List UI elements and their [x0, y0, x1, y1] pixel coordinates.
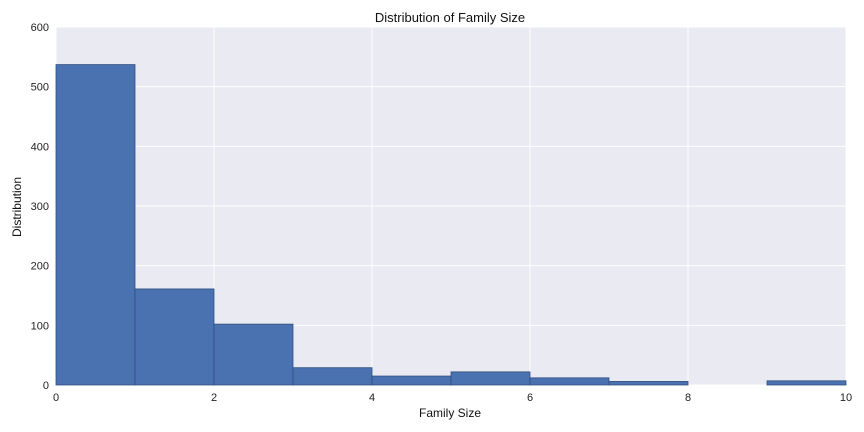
x-tick-label: 10 — [840, 392, 852, 404]
y-tick-label: 100 — [31, 320, 49, 332]
y-axis-ticks: 0 100 200 300 400 500 600 — [31, 22, 49, 392]
y-tick-label: 300 — [31, 201, 49, 213]
x-tick-label: 2 — [211, 392, 217, 404]
y-tick-label: 600 — [31, 22, 49, 34]
y-tick-label: 200 — [31, 261, 49, 273]
x-axis-title: Family Size — [419, 406, 481, 420]
y-tick-label: 400 — [31, 141, 49, 153]
x-tick-label: 6 — [527, 392, 533, 404]
chart-title: Distribution of Family Size — [375, 10, 525, 25]
histogram-bar-7 — [608, 381, 689, 386]
histogram-bar-4 — [371, 375, 452, 386]
histogram-bar-2 — [213, 323, 294, 386]
x-tick-label: 4 — [369, 392, 375, 404]
histogram-bar-6 — [529, 377, 610, 386]
histogram-bars — [55, 64, 847, 386]
y-tick-label: 0 — [43, 380, 49, 392]
histogram-bar-3 — [292, 367, 373, 386]
y-tick-label: 500 — [31, 82, 49, 94]
histogram-bar-9 — [766, 380, 847, 386]
histogram-bar-1 — [134, 288, 215, 386]
x-axis-ticks: 0 2 4 6 8 10 — [53, 392, 852, 404]
histogram-bar-0 — [55, 64, 136, 386]
histogram-bar-5 — [450, 371, 531, 386]
y-axis-title: Distribution — [10, 177, 24, 237]
x-tick-label: 8 — [685, 392, 691, 404]
x-tick-label: 0 — [53, 392, 59, 404]
